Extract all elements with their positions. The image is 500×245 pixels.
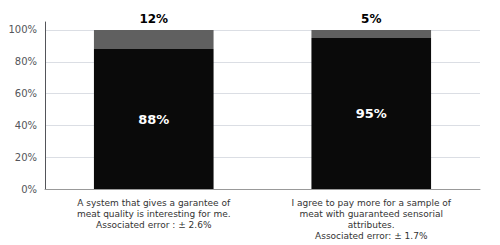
svg-text:80%: 80%	[15, 56, 37, 67]
svg-text:5%: 5%	[361, 12, 381, 26]
svg-text:12%: 12%	[139, 12, 168, 26]
svg-text:I agree to pay more for a samp: I agree to pay more for a sample of	[291, 198, 451, 208]
svg-text:40%: 40%	[15, 120, 37, 131]
svg-text:0%: 0%	[21, 184, 37, 195]
svg-text:60%: 60%	[15, 88, 37, 99]
svg-text:Associated error: ± 1.7%: Associated error: ± 1.7%	[315, 231, 428, 241]
svg-text:attributes.: attributes.	[348, 220, 395, 230]
svg-text:A system that gives a garantee: A system that gives a garantee of	[77, 198, 231, 208]
svg-text:95%: 95%	[356, 106, 387, 121]
svg-text:Associated error : ± 2.6%: Associated error : ± 2.6%	[96, 220, 212, 230]
svg-text:meat with guaranteed sensorial: meat with guaranteed sensorial	[299, 209, 443, 219]
svg-text:88%: 88%	[138, 112, 169, 127]
svg-text:meat quality is interesting fo: meat quality is interesting for me.	[77, 209, 231, 219]
svg-text:20%: 20%	[15, 152, 37, 163]
svg-text:100%: 100%	[8, 24, 37, 35]
